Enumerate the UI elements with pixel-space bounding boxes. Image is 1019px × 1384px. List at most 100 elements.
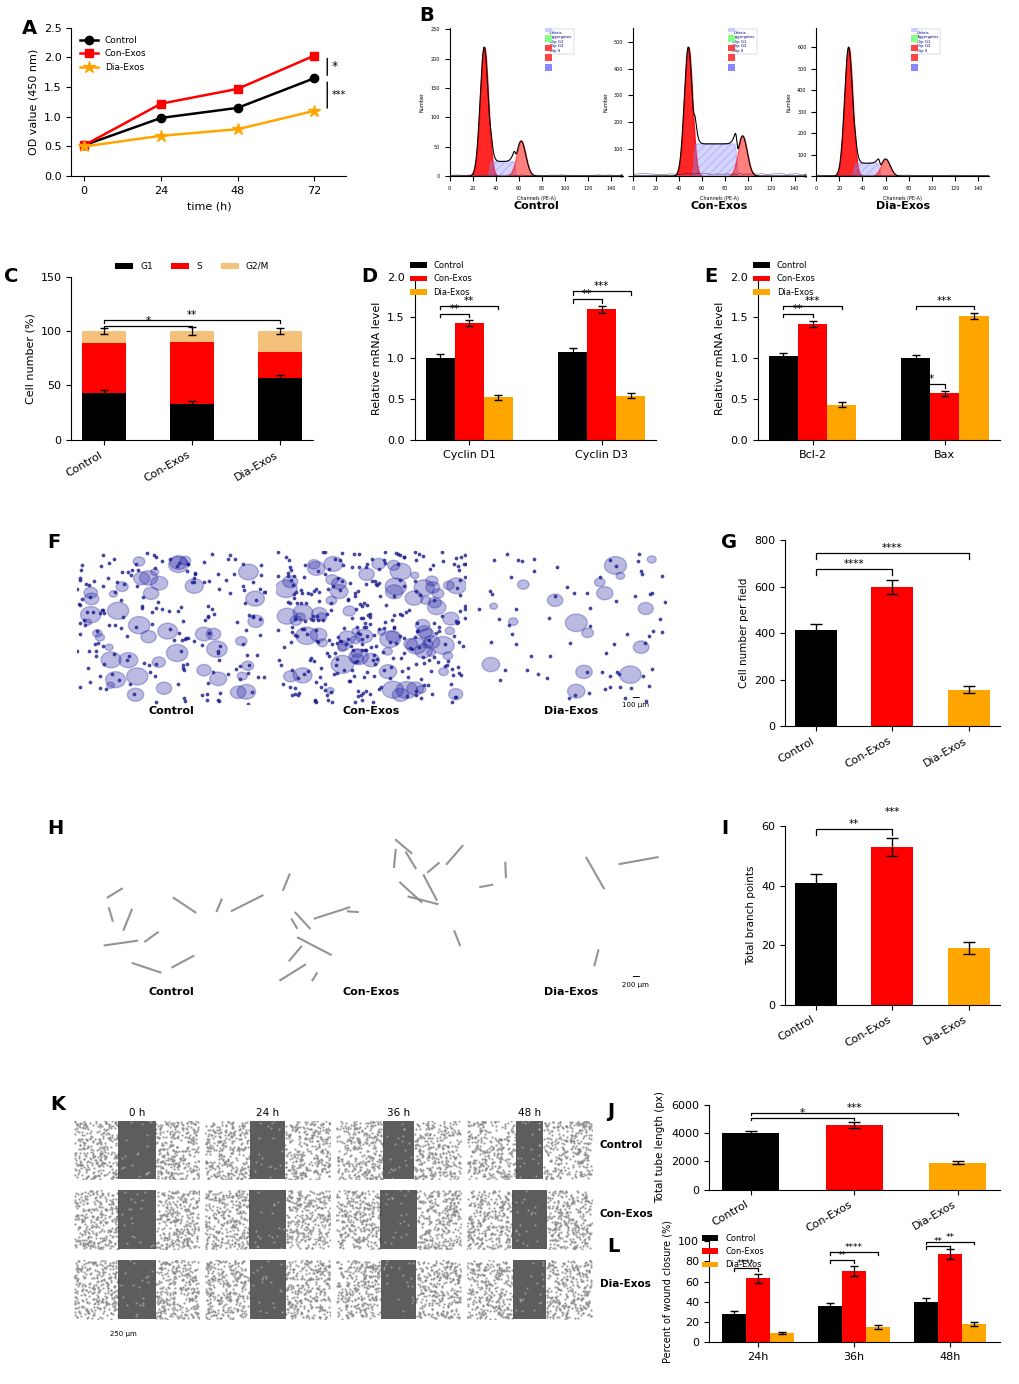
Point: [474, 1113, 490, 1135]
Point: [502, 1306, 519, 1329]
Point: [348, 1201, 365, 1223]
Point: [431, 1161, 447, 1183]
Point: [215, 1147, 231, 1169]
Point: [180, 1110, 197, 1132]
Point: [342, 1300, 359, 1322]
X-axis label: Channels (PE-A): Channels (PE-A): [882, 197, 921, 202]
Point: [114, 561, 130, 583]
Point: [121, 1250, 138, 1272]
Point: [237, 1121, 254, 1143]
Point: [578, 1214, 594, 1236]
Point: [500, 1236, 517, 1258]
Point: [222, 1135, 238, 1157]
Point: [507, 1192, 524, 1214]
Point: [446, 1255, 463, 1277]
Point: [304, 1204, 320, 1226]
Point: [488, 1276, 504, 1298]
Point: [337, 1203, 354, 1225]
Point: [579, 1259, 595, 1282]
Point: [420, 1221, 436, 1243]
Point: [186, 1140, 203, 1163]
Point: [319, 684, 335, 706]
Point: [451, 1207, 468, 1229]
Point: [291, 1164, 308, 1186]
Point: [236, 1290, 253, 1312]
Point: [74, 1210, 91, 1232]
Point: [480, 1143, 496, 1165]
Point: [218, 1221, 234, 1243]
Point: [484, 1250, 500, 1272]
Text: Control: Control: [149, 987, 194, 996]
Point: [216, 1212, 232, 1235]
Point: [281, 549, 298, 572]
Point: [418, 1187, 434, 1210]
Point: [199, 1150, 215, 1172]
Point: [489, 1302, 505, 1324]
Point: [335, 1167, 352, 1189]
Point: [310, 1122, 326, 1145]
Point: [448, 1228, 465, 1250]
Point: [155, 1204, 171, 1226]
Point: [324, 691, 340, 713]
Point: [554, 1194, 571, 1217]
Point: [101, 1258, 117, 1280]
Point: [279, 1276, 296, 1298]
Point: [534, 1275, 550, 1297]
Point: [167, 1257, 183, 1279]
Point: [366, 624, 382, 646]
Point: [419, 1199, 435, 1221]
Point: [196, 551, 212, 573]
Point: [150, 1208, 166, 1230]
Point: [67, 1272, 84, 1294]
Point: [557, 1142, 574, 1164]
Point: [288, 1167, 305, 1189]
Point: [214, 1232, 230, 1254]
Point: [370, 1273, 386, 1295]
Point: [576, 1125, 592, 1147]
Point: [89, 1133, 105, 1156]
Point: [311, 1277, 327, 1300]
Point: [461, 1125, 477, 1147]
Point: [487, 1129, 503, 1151]
Point: [271, 649, 287, 671]
Point: [317, 1259, 333, 1282]
Point: [98, 1228, 114, 1250]
Point: [205, 1229, 221, 1251]
Point: [168, 1259, 184, 1282]
Point: [90, 1232, 106, 1254]
Point: [464, 1277, 480, 1300]
Point: [372, 1167, 388, 1189]
Point: [86, 1266, 102, 1289]
Point: [551, 1165, 568, 1187]
Point: [186, 1287, 203, 1309]
Point: [224, 1214, 240, 1236]
Point: [98, 1200, 114, 1222]
Point: [554, 1251, 571, 1273]
Point: [444, 1135, 461, 1157]
Point: [73, 1186, 90, 1208]
Point: [472, 1113, 488, 1135]
Point: [435, 1284, 451, 1306]
Point: [200, 1125, 216, 1147]
Point: [577, 1156, 593, 1178]
Point: [534, 1268, 550, 1290]
Point: [96, 1226, 112, 1248]
Point: [203, 1298, 219, 1320]
Circle shape: [382, 681, 404, 698]
Point: [569, 1142, 585, 1164]
Point: [205, 1265, 221, 1287]
Point: [432, 1266, 448, 1289]
Point: [175, 1254, 192, 1276]
Point: [499, 1269, 516, 1291]
Point: [320, 1277, 336, 1300]
Point: [313, 1262, 329, 1284]
Point: [543, 1218, 559, 1240]
Point: [444, 1212, 461, 1235]
Point: [441, 1146, 458, 1168]
Point: [408, 1258, 424, 1280]
Point: [167, 1142, 183, 1164]
Point: [346, 1138, 363, 1160]
Point: [502, 1143, 519, 1165]
Point: [413, 1125, 429, 1147]
Point: [568, 1257, 584, 1279]
